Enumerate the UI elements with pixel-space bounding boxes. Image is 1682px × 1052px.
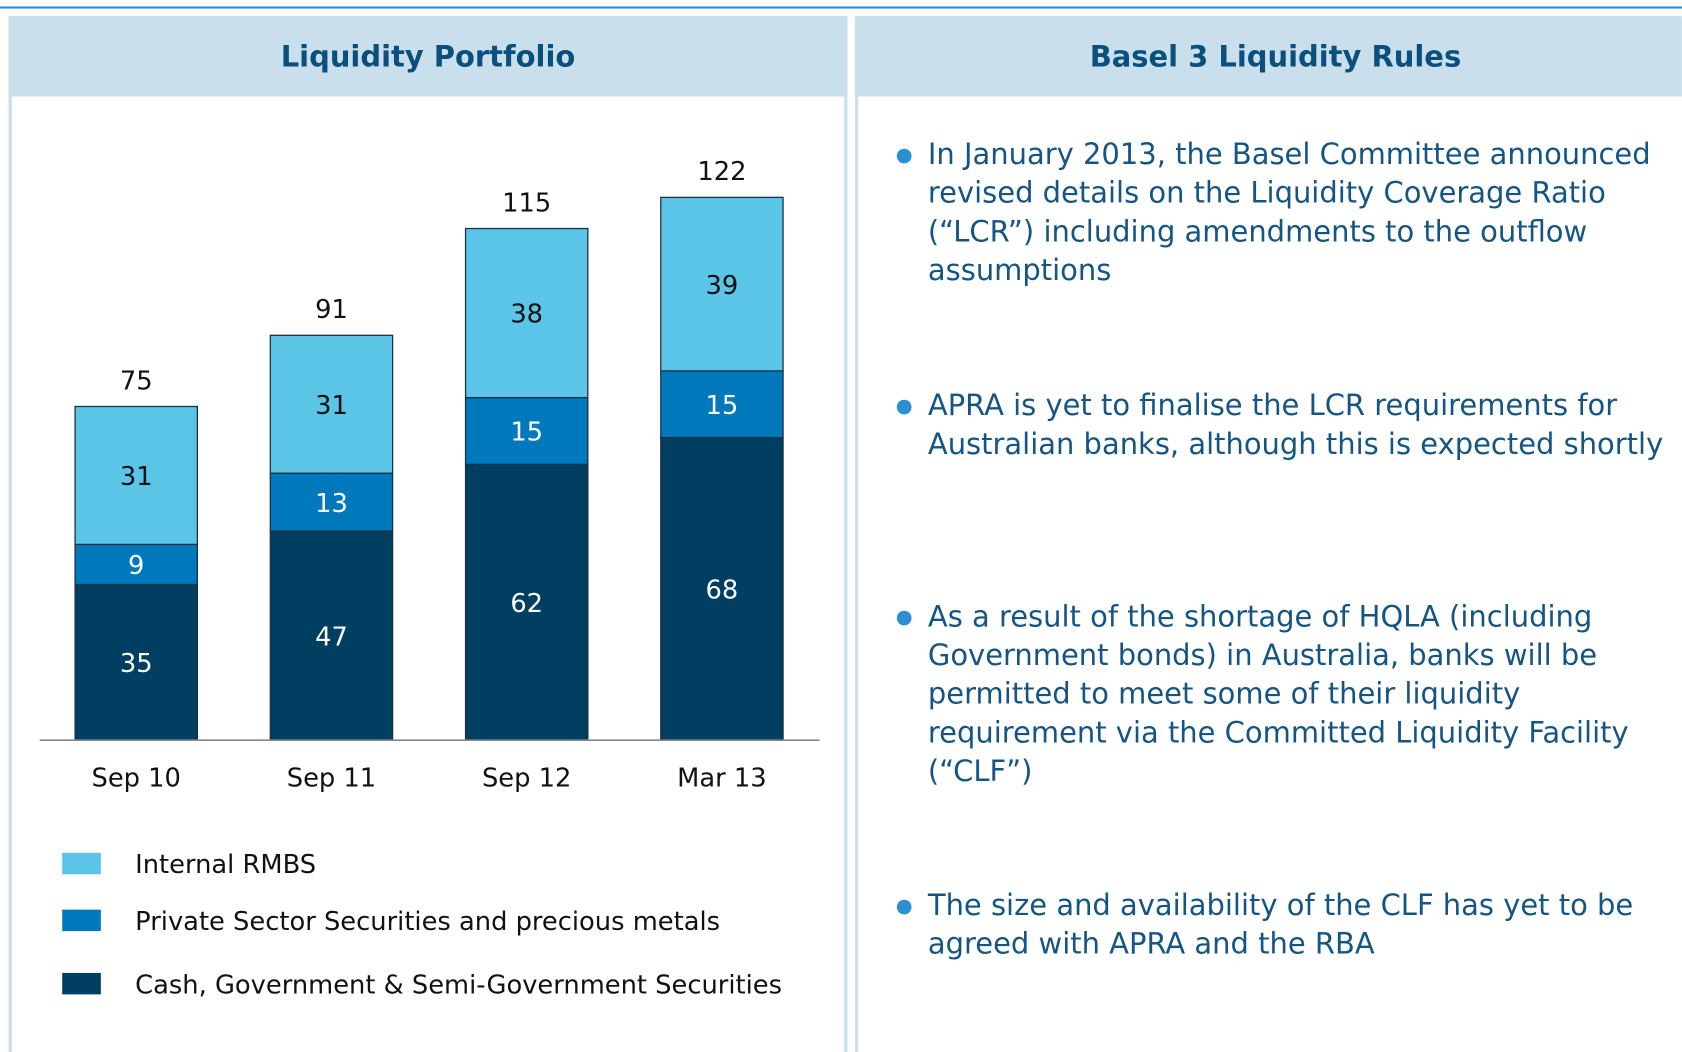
total-label: 91 bbox=[315, 295, 348, 325]
bar-segment bbox=[464, 463, 589, 741]
legend-swatch bbox=[62, 972, 101, 995]
bullet: In January 2013, the Basel Committee ann… bbox=[896, 136, 1682, 290]
bar-segment bbox=[269, 334, 394, 474]
total-label: 115 bbox=[502, 188, 551, 218]
segment-label: 47 bbox=[315, 622, 348, 652]
bar-segment bbox=[269, 472, 394, 532]
bar-segment bbox=[464, 227, 589, 399]
panel-title: Basel 3 Liquidity Rules bbox=[1090, 40, 1462, 74]
segment-label: 9 bbox=[128, 551, 144, 581]
bar-segment bbox=[660, 436, 784, 741]
bullet: APRA is yet to finalise the LCR requirem… bbox=[896, 387, 1682, 464]
legend-label: Cash, Government & Semi-Government Secur… bbox=[135, 970, 782, 1000]
bullet: As a result of the shortage of HQLA (inc… bbox=[896, 599, 1682, 792]
x-tick-label: Sep 11 bbox=[287, 763, 376, 793]
segment-label: 38 bbox=[510, 300, 543, 330]
mid-border bbox=[854, 16, 859, 1052]
segment-label: 39 bbox=[706, 271, 739, 301]
mid-border bbox=[844, 16, 848, 1052]
left-border bbox=[8, 16, 12, 1052]
bullet: The size and availability of the CLF has… bbox=[896, 887, 1682, 964]
segment-label: 15 bbox=[510, 418, 543, 448]
bar-segment bbox=[74, 405, 199, 546]
legend-swatch bbox=[62, 909, 101, 932]
bar-segment bbox=[269, 530, 394, 741]
legend-label: Internal RMBS bbox=[135, 850, 316, 880]
legend-label: Private Sector Securities and precious m… bbox=[135, 907, 720, 937]
segment-label: 35 bbox=[120, 649, 153, 679]
segment-label: 62 bbox=[510, 589, 543, 619]
panel-title: Liquidity Portfolio bbox=[281, 40, 576, 74]
x-tick-label: Sep 10 bbox=[92, 763, 181, 793]
left-header bbox=[8, 16, 848, 97]
bar-segment bbox=[660, 370, 784, 439]
right-header bbox=[854, 16, 1682, 97]
x-tick-label: Mar 13 bbox=[677, 763, 766, 793]
segment-label: 31 bbox=[120, 462, 153, 492]
legend-swatch bbox=[62, 852, 101, 875]
total-label: 122 bbox=[697, 157, 746, 187]
bar-segment bbox=[660, 196, 784, 372]
total-label: 75 bbox=[120, 366, 153, 396]
top-rule bbox=[0, 6, 1682, 9]
segment-label: 68 bbox=[706, 576, 739, 606]
segment-label: 31 bbox=[315, 391, 348, 421]
segment-label: 13 bbox=[315, 489, 348, 519]
x-tick-label: Sep 12 bbox=[482, 763, 571, 793]
segment-label: 15 bbox=[706, 391, 739, 421]
bar-segment bbox=[464, 396, 589, 465]
